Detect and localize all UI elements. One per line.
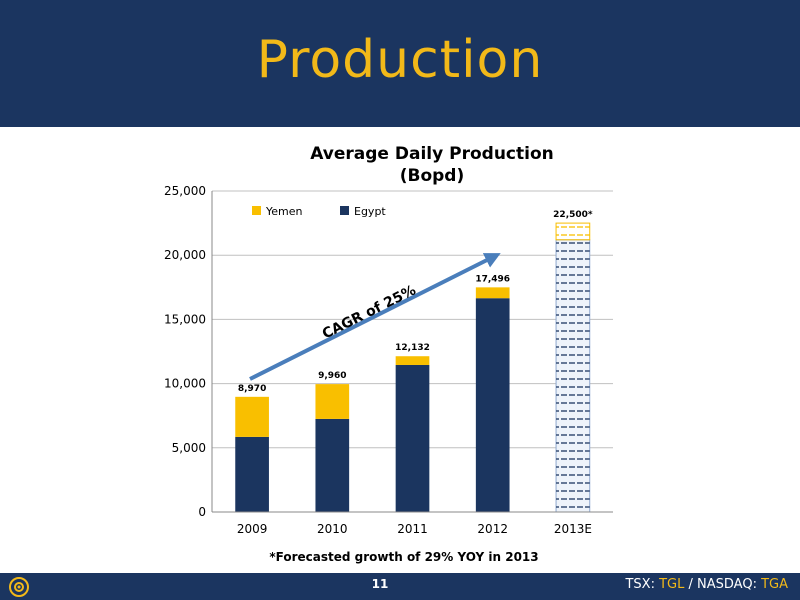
bar-yemen-2012: [475, 287, 510, 299]
y-tick-label: 0: [198, 505, 206, 519]
ticker-tga: TGA: [761, 577, 788, 592]
bar-egypt-2010: [315, 418, 350, 512]
bar-yemen-2009: [235, 396, 269, 437]
x-tick-label: 2013E: [554, 522, 592, 536]
chart-footnote: *Forecasted growth of 29% YOY in 2013: [269, 550, 538, 564]
x-tick-label: 2010: [317, 522, 348, 536]
bar-yemen-2013e: [555, 222, 591, 241]
footer-bar: 11 TSX: TGL / NASDAQ: TGA: [0, 573, 800, 600]
chart-subtitle: (Bopd): [400, 166, 465, 186]
legend-swatch-yemen: [252, 206, 261, 215]
total-label-2012: 17,496: [475, 274, 510, 284]
bar-yemen-2011: [395, 356, 430, 365]
legend-swatch-egypt: [340, 206, 349, 215]
y-axis: 0 5,000 10,000 15,000 20,000 25,000: [164, 184, 213, 519]
total-label-2011: 12,132: [395, 343, 430, 353]
y-tick-label: 15,000: [164, 312, 206, 326]
chart-title: Average Daily Production: [310, 144, 553, 164]
cagr-arrow: [249, 253, 501, 381]
ticker-prefix-nasdaq: NASDAQ:: [697, 577, 762, 592]
cagr-annotation: CAGR of 25%: [320, 282, 419, 342]
bars: 8,970 9,960 12,132 17,496 22,500*: [235, 210, 593, 513]
slide-title: Production: [256, 30, 544, 90]
total-label-2013e: 22,500*: [553, 210, 593, 220]
company-logo-icon: [9, 577, 29, 597]
ticker-symbols: TSX: TGL / NASDAQ: TGA: [625, 577, 788, 592]
bar-egypt-2009: [235, 436, 269, 512]
y-tick-label: 5,000: [172, 441, 206, 455]
bar-egypt-2012: [475, 298, 510, 512]
legend: Yemen Egypt: [252, 205, 386, 218]
y-tick-label: 10,000: [164, 377, 206, 391]
total-label-2009: 8,970: [238, 384, 266, 394]
y-tick-label: 25,000: [164, 184, 206, 198]
page-number: 11: [371, 577, 389, 591]
total-label-2010: 9,960: [318, 371, 346, 381]
x-axis: 2009 2010 2011 2012 2013E: [212, 511, 613, 536]
ticker-tgl: TGL: [659, 577, 685, 592]
production-chart: Average Daily Production (Bopd) 0 5,000 10…: [164, 144, 613, 564]
ticker-separator: /: [684, 577, 698, 592]
legend-label-yemen: Yemen: [265, 205, 303, 218]
bar-yemen-2010: [315, 384, 350, 419]
x-tick-label: 2011: [397, 522, 428, 536]
legend-label-egypt: Egypt: [354, 205, 386, 218]
header-bar: Production: [0, 0, 800, 127]
y-tick-label: 20,000: [164, 248, 206, 262]
bar-egypt-2011: [395, 364, 430, 512]
ticker-prefix-tsx: TSX:: [625, 577, 660, 592]
x-tick-label: 2012: [477, 522, 508, 536]
bar-egypt-2013e: [556, 239, 590, 512]
x-tick-label: 2009: [237, 522, 268, 536]
